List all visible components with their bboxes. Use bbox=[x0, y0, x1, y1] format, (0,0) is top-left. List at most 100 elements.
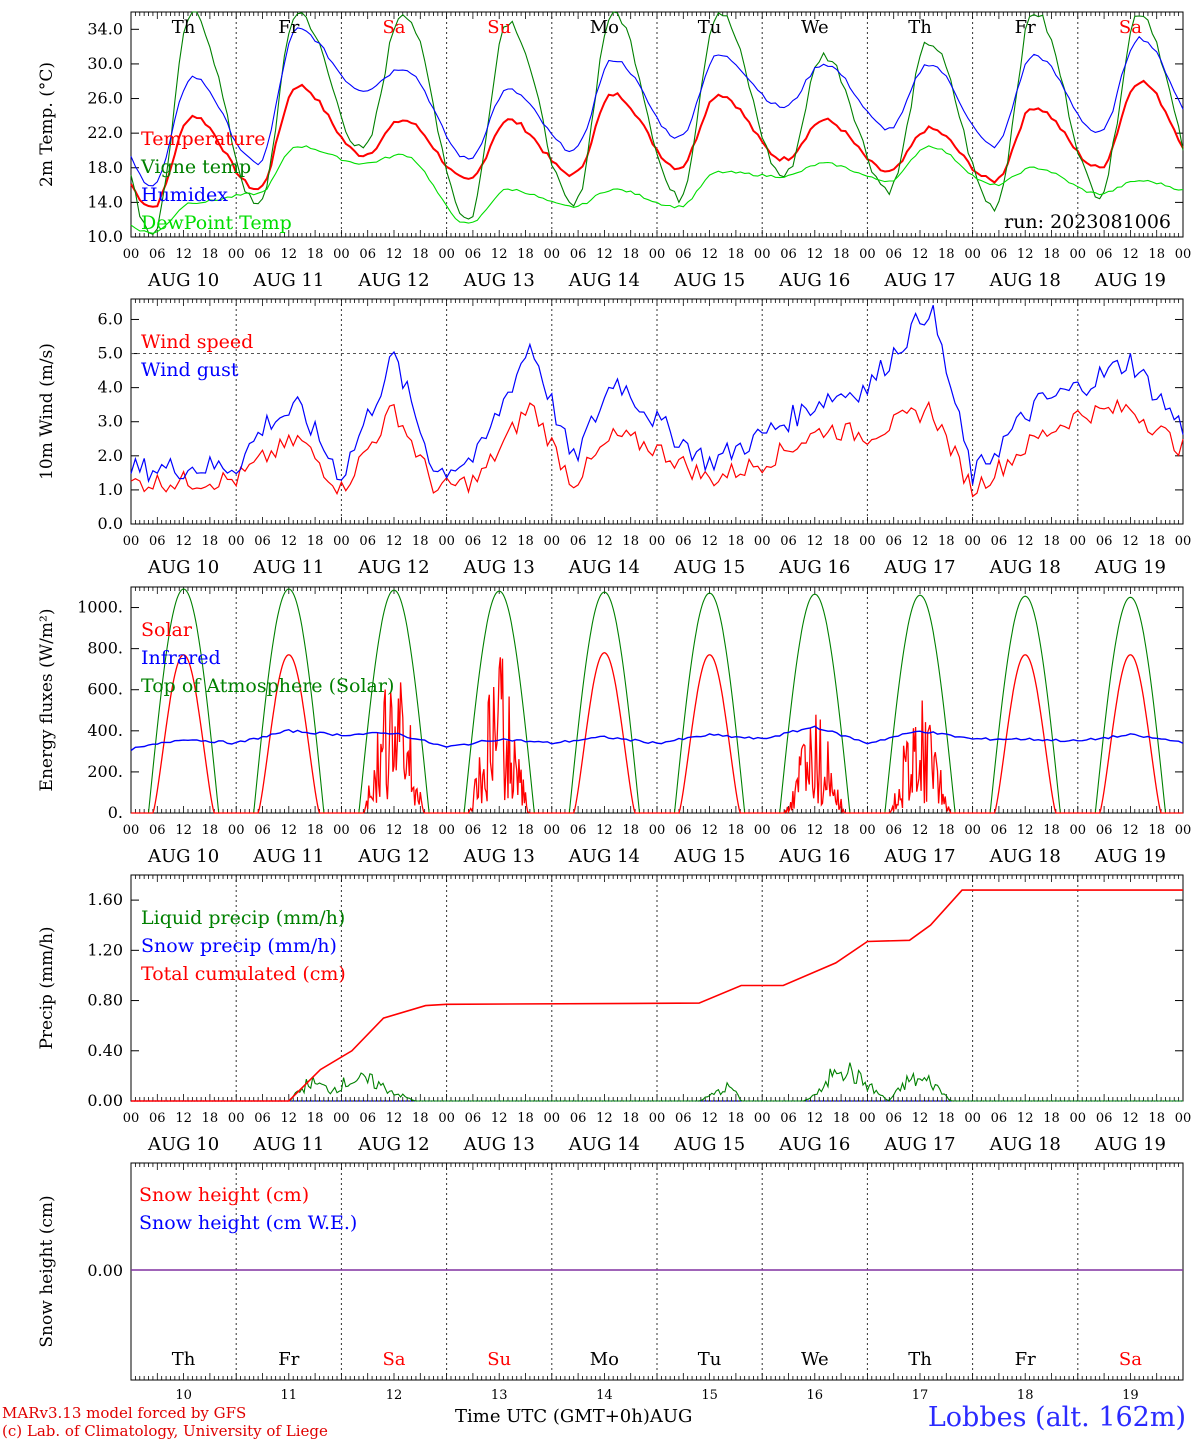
hour-tick-label: 00 bbox=[438, 1111, 455, 1126]
hour-tick-label: 18 bbox=[728, 247, 745, 262]
hour-tick-label: 12 bbox=[596, 247, 613, 262]
hour-tick-label: 06 bbox=[1096, 247, 1113, 262]
hour-tick-label: 06 bbox=[465, 1111, 482, 1126]
hour-tick-label: 18 bbox=[728, 823, 745, 838]
date-label: AUG 13 bbox=[463, 846, 535, 867]
hour-tick-label: 06 bbox=[991, 534, 1008, 549]
hour-tick-label: 12 bbox=[1017, 823, 1034, 838]
hour-tick-label: 00 bbox=[333, 247, 350, 262]
y-tick-label: 1000. bbox=[77, 598, 123, 617]
date-label: AUG 16 bbox=[778, 1134, 850, 1155]
date-label: AUG 13 bbox=[463, 557, 535, 578]
legend-entry: Vigne temp bbox=[140, 156, 251, 178]
y-tick-label: 0.40 bbox=[87, 1041, 123, 1060]
hour-tick-label: 18 bbox=[517, 247, 534, 262]
hour-tick-label: 06 bbox=[780, 534, 797, 549]
hour-tick-label: 12 bbox=[701, 1111, 718, 1126]
date-label: AUG 17 bbox=[883, 846, 955, 867]
y-tick-label: 14.0 bbox=[87, 192, 123, 211]
day-number-label: 17 bbox=[912, 1388, 929, 1403]
hour-tick-label: 00 bbox=[123, 823, 140, 838]
y-tick-label: 3.0 bbox=[98, 412, 123, 431]
hour-tick-label: 06 bbox=[149, 247, 166, 262]
hour-tick-label: 18 bbox=[938, 247, 955, 262]
hour-tick-label: 06 bbox=[254, 247, 271, 262]
y-tick-label: 30.0 bbox=[87, 54, 123, 73]
legend-entry: Top of Atmosphere (Solar) bbox=[141, 675, 394, 697]
hour-tick-label: 18 bbox=[412, 247, 429, 262]
y-axis-label: Precip (mm/h) bbox=[37, 926, 57, 1049]
date-label: AUG 16 bbox=[778, 557, 850, 578]
panel-3: 00 06 12 18 00 06 12 18 00 06 12 18 00 06 12 18 00 06 12 18… bbox=[37, 586, 1191, 867]
hour-tick-label: 00 bbox=[1070, 823, 1087, 838]
hour-tick-label: 00 bbox=[754, 534, 771, 549]
hour-tick-label: 18 bbox=[1043, 823, 1060, 838]
hour-tick-label: 00 bbox=[123, 247, 140, 262]
hour-tick-label: 18 bbox=[412, 534, 429, 549]
series-line-vigne-temp bbox=[130, 11, 1184, 235]
hour-tick-label: 06 bbox=[149, 1111, 166, 1126]
run-label: run: 2023081006 bbox=[1004, 211, 1171, 233]
y-tick-label: 1.20 bbox=[87, 940, 123, 959]
hour-tick-label: 00 bbox=[544, 247, 561, 262]
hour-tick-label: 18 bbox=[833, 1111, 850, 1126]
hour-tick-label: 06 bbox=[1096, 534, 1113, 549]
day-number-label: 12 bbox=[386, 1388, 403, 1403]
hour-tick-label: 06 bbox=[885, 1111, 902, 1126]
date-label: AUG 17 bbox=[883, 1134, 955, 1155]
hour-tick-label: 00 bbox=[228, 823, 245, 838]
hour-tick-label: 12 bbox=[386, 1111, 403, 1126]
hour-tick-label: 18 bbox=[517, 1111, 534, 1126]
hour-tick-label: 12 bbox=[701, 823, 718, 838]
hour-tick-label: 06 bbox=[570, 247, 587, 262]
y-tick-label: 5.0 bbox=[98, 344, 123, 363]
weekday-label: Mo bbox=[590, 17, 619, 38]
hour-tick-label: 00 bbox=[964, 823, 981, 838]
date-label: AUG 10 bbox=[147, 846, 219, 867]
date-label: AUG 18 bbox=[989, 846, 1061, 867]
hour-tick-label: 00 bbox=[438, 247, 455, 262]
hour-tick-label: 18 bbox=[622, 247, 639, 262]
hour-tick-label: 12 bbox=[491, 534, 508, 549]
date-label: AUG 19 bbox=[1094, 846, 1166, 867]
weekday-label: Th bbox=[908, 17, 932, 38]
panel-2: 00 06 12 18 00 06 12 18 00 06 12 18 00 06 12 18 00 06 12 18… bbox=[37, 298, 1191, 578]
date-label: AUG 19 bbox=[1094, 557, 1166, 578]
hour-tick-label: 12 bbox=[175, 534, 192, 549]
date-label: AUG 16 bbox=[778, 270, 850, 291]
hour-tick-label: 18 bbox=[1148, 823, 1165, 838]
weekday-label: Fr bbox=[278, 1349, 299, 1370]
hour-tick-label: 18 bbox=[517, 823, 534, 838]
hour-tick-label: 18 bbox=[307, 823, 324, 838]
hour-tick-label: 06 bbox=[675, 534, 692, 549]
hour-tick-label: 12 bbox=[912, 534, 929, 549]
hour-tick-label: 12 bbox=[1017, 534, 1034, 549]
hour-tick-label: 06 bbox=[254, 1111, 271, 1126]
hour-tick-label: 00 bbox=[649, 534, 666, 549]
lab-credit: (c) Lab. of Climatology, University of L… bbox=[2, 1422, 328, 1440]
hour-tick-label: 12 bbox=[807, 534, 824, 549]
date-label: AUG 19 bbox=[1094, 270, 1166, 291]
date-label: AUG 16 bbox=[778, 846, 850, 867]
date-label: AUG 12 bbox=[357, 270, 429, 291]
series-line-infrared bbox=[130, 725, 1184, 752]
hour-tick-label: 12 bbox=[281, 247, 298, 262]
hour-tick-label: 12 bbox=[1122, 1111, 1139, 1126]
y-tick-label: 6.0 bbox=[98, 309, 123, 328]
hour-tick-label: 18 bbox=[307, 247, 324, 262]
date-label: AUG 12 bbox=[357, 846, 429, 867]
panel-5: 0.00 Snow height (cm) Snow height (cm) Snow… bbox=[37, 1162, 1184, 1403]
legend-entry: Total cumulated (cm) bbox=[141, 963, 346, 985]
weekday-label: Sa bbox=[382, 17, 405, 38]
hour-tick-label: 06 bbox=[149, 823, 166, 838]
hour-tick-label: 06 bbox=[1096, 823, 1113, 838]
hour-tick-label: 18 bbox=[412, 823, 429, 838]
hour-tick-label: 00 bbox=[544, 823, 561, 838]
hour-tick-label: 00 bbox=[964, 1111, 981, 1126]
hour-tick-label: 00 bbox=[754, 1111, 771, 1126]
weekday-label: Sa bbox=[1119, 17, 1142, 38]
hour-tick-label: 00 bbox=[333, 1111, 350, 1126]
weekday-label: Mo bbox=[590, 1349, 619, 1370]
time-axis-title: Time UTC (GMT+0h)AUG bbox=[455, 1406, 692, 1427]
hour-tick-label: 06 bbox=[359, 1111, 376, 1126]
